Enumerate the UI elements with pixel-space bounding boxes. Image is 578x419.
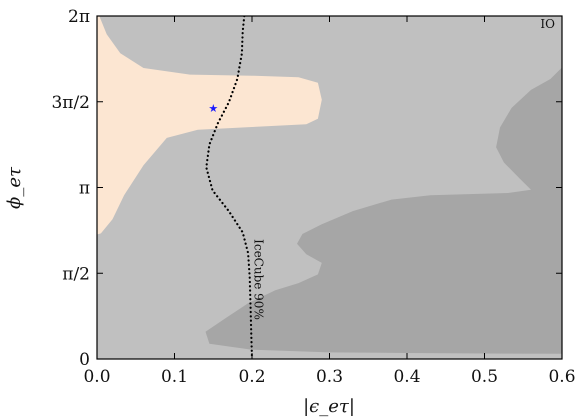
axis-tick-labels: 0.0 0.1 0.2 0.3 0.4 0.5 0.6 0 π/2 π 3π/2 2π (51, 7, 575, 387)
axis-ticks (96, 15, 563, 360)
x-tick-label: 0.0 (83, 367, 110, 387)
y-axis-title: ϕ_eτ (4, 166, 25, 209)
y-tick-label: 2π (68, 7, 90, 27)
icecube-90-contour-line (205, 16, 254, 359)
allowed-region (97, 16, 322, 235)
confidence-regions (97, 16, 562, 359)
best-fit-group: ★ (208, 102, 218, 115)
corner-label: IO (540, 17, 555, 31)
annotations: IceCube 90% (251, 239, 265, 320)
y-tick-label: π/2 (62, 264, 90, 284)
x-tick-label: 0.3 (316, 367, 343, 387)
x-tick-label: 0.1 (161, 367, 188, 387)
y-tick-label: 0 (79, 350, 90, 370)
y-tick-label: 3π/2 (51, 93, 90, 113)
y-tick-label: π (79, 179, 90, 199)
icecube-contour-group (205, 16, 254, 359)
x-tick-label: 0.5 (471, 367, 498, 387)
x-axis-title: |ϵ_eτ| (303, 396, 355, 417)
x-tick-label: 0.4 (393, 367, 420, 387)
inner-region (205, 67, 562, 354)
icecube-90-label: IceCube 90% (251, 239, 265, 320)
x-tick-label: 0.2 (238, 367, 265, 387)
best-fit-star: ★ (208, 102, 218, 115)
x-tick-label: 0.6 (548, 367, 575, 387)
